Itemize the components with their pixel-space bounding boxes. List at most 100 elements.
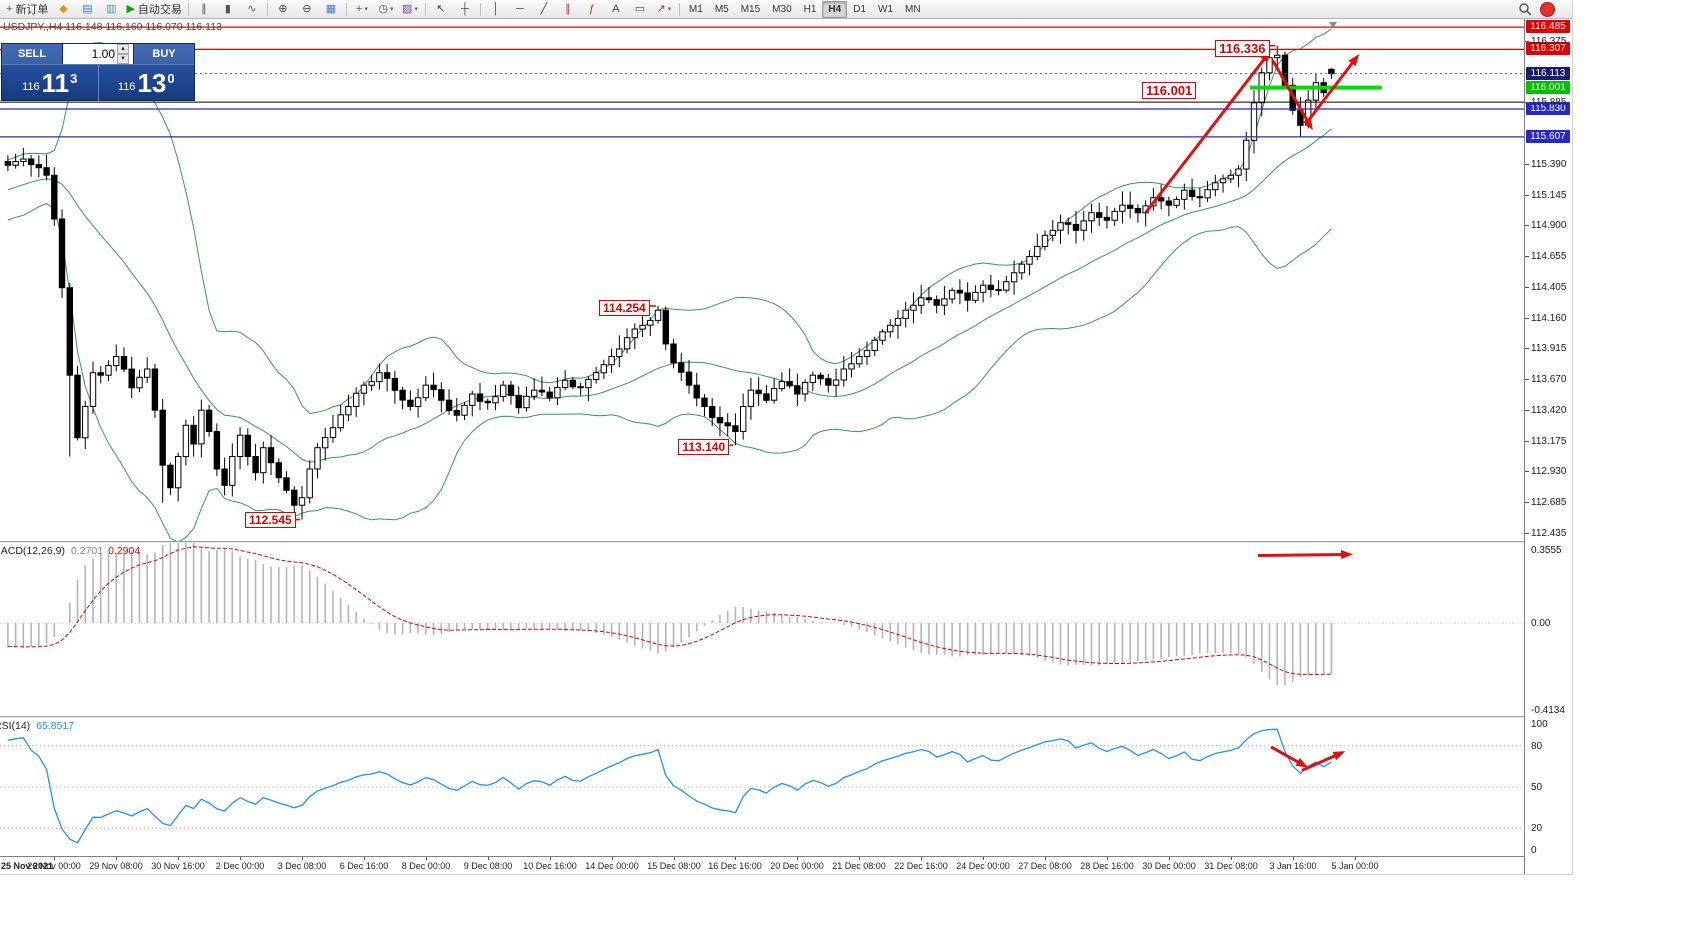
- price-axis[interactable]: 116.485 116.307 116.113 116.001 115.830 …: [1524, 19, 1572, 874]
- panel-splitter[interactable]: [0, 541, 1572, 543]
- buy-price-big: 13: [137, 68, 167, 98]
- price-tick: 113.175: [1531, 436, 1567, 447]
- tf-button-m15[interactable]: M15: [740, 3, 761, 15]
- price-chart-canvas[interactable]: [0, 19, 1524, 541]
- time-label: 29 Nov 08:00: [89, 861, 143, 871]
- vertical-line-button[interactable]: │: [484, 0, 508, 18]
- tf-button-h1[interactable]: H1: [803, 3, 817, 15]
- tf-button-m5[interactable]: M5: [714, 3, 729, 15]
- crosshair-button[interactable]: ┼: [453, 0, 477, 18]
- bollinger-bands: [7, 28, 1332, 541]
- time-tick-mark: [54, 857, 55, 860]
- tf-button-h4[interactable]: H4: [822, 0, 848, 18]
- sell-price-sup: 3: [70, 70, 78, 86]
- text-label-button[interactable]: ▭: [628, 0, 652, 18]
- indicators-button[interactable]: + ▾: [350, 0, 374, 18]
- zoom-in-button[interactable]: ⊕: [271, 0, 295, 18]
- bar-chart-button[interactable]: ∥: [192, 0, 216, 18]
- cursor-button[interactable]: ↖: [429, 0, 453, 18]
- trend-arrow[interactable]: [1270, 745, 1309, 768]
- trend-arrow[interactable]: [1305, 54, 1360, 124]
- trend-arrow[interactable]: [1301, 751, 1346, 772]
- bollinger-upper-line: [7, 28, 1332, 415]
- main-toolbar: + 新订单 ◆ ▤ ▥ ▶ 自动交易 ∥ ▮ ∿ ⊕ ⊖ ▦ + ▾ ◷ ▾ ▨ ▾ ↖ ┼ │ ─ ╱ ∥ ƒ A ▭ ↗ ▾ M1 M5 M…: [0, 0, 1572, 19]
- horizontal-line-icon: ─: [516, 2, 524, 15]
- price-annotation[interactable]: 112.545: [244, 511, 296, 528]
- data-window-button[interactable]: ▤: [75, 0, 99, 18]
- volume-down-icon[interactable]: ▼: [117, 54, 129, 64]
- time-label: 9 Dec 08:00: [463, 861, 513, 871]
- panel-splitter[interactable]: [0, 716, 1572, 718]
- horizontal-line-button[interactable]: ─: [508, 0, 532, 18]
- arrows-tool-button[interactable]: ↗ ▾: [652, 0, 676, 18]
- candlestick-button[interactable]: ▮: [216, 0, 240, 18]
- buy-button[interactable]: BUY: [134, 44, 194, 64]
- time-label: 28 Dec 16:00: [1080, 861, 1134, 871]
- periods-button[interactable]: ◷ ▾: [374, 0, 398, 18]
- price-annotation[interactable]: 116.001: [1142, 82, 1197, 100]
- sell-button[interactable]: SELL: [2, 44, 62, 64]
- price-annotation[interactable]: 114.254: [599, 300, 650, 316]
- trendline-button[interactable]: ╱: [532, 0, 556, 18]
- price-annotation[interactable]: 113.140: [678, 439, 730, 456]
- time-axis[interactable]: 25 Nov 2021 26 Nov 00:00 29 Nov 08:00 30 No…: [0, 856, 1572, 874]
- price-annotation[interactable]: 116.336: [1215, 40, 1270, 58]
- time-label: 30 Nov 16:00: [151, 861, 205, 871]
- time-label: 3 Jan 16:00: [1269, 861, 1317, 871]
- time-tick-mark: [674, 857, 675, 860]
- price-tick-mark: [1525, 102, 1529, 103]
- tf-button-m30[interactable]: M30: [772, 3, 792, 15]
- tf-button-w1[interactable]: W1: [878, 3, 894, 15]
- price-tick-mark: [1525, 164, 1529, 165]
- tile-windows-button[interactable]: ▦: [319, 0, 343, 18]
- buy-price-button[interactable]: 116 13 0: [97, 65, 195, 101]
- dropdown-arrow-icon[interactable]: ▾: [667, 6, 672, 13]
- green-support-segment[interactable]: [1250, 85, 1382, 90]
- price-tick-mark: [1525, 379, 1529, 380]
- dropdown-arrow-icon[interactable]: ▾: [389, 6, 394, 13]
- chart-title: USDJPY.,H4 116.148 116.160 116.070 116.1…: [3, 21, 222, 33]
- toolbar-separator: [424, 2, 426, 16]
- toolbar-separator: [345, 2, 347, 16]
- trend-arrow[interactable]: [1271, 59, 1313, 131]
- volume-input[interactable]: [63, 47, 117, 61]
- time-tick-mark: [797, 857, 798, 860]
- zoom-out-button[interactable]: ⊖: [295, 0, 319, 18]
- volume-stepper[interactable]: ▲ ▼: [117, 44, 129, 64]
- toolbar-separator: [479, 2, 481, 16]
- rsi-canvas[interactable]: [0, 718, 1524, 856]
- fibonacci-button[interactable]: ƒ: [580, 0, 604, 18]
- macd-canvas[interactable]: [0, 543, 1524, 716]
- navigator-button[interactable]: ▥: [99, 0, 123, 18]
- tf-button-m1[interactable]: M1: [688, 3, 703, 15]
- dropdown-arrow-icon[interactable]: ▾: [364, 6, 368, 13]
- rsi-indicator-panel[interactable]: [0, 718, 1524, 856]
- sell-price-button[interactable]: 116 11 3: [2, 65, 98, 101]
- templates-button[interactable]: ▨ ▾: [398, 0, 422, 18]
- time-tick-mark: [1169, 857, 1170, 860]
- candles-layer: [4, 45, 1335, 520]
- market-watch-button[interactable]: ◆: [51, 0, 75, 18]
- macd-indicator-panel[interactable]: [0, 543, 1524, 716]
- text-button[interactable]: A: [604, 0, 628, 18]
- time-tick-mark: [116, 857, 117, 860]
- volume-up-icon[interactable]: ▲: [117, 44, 129, 54]
- dropdown-arrow-icon[interactable]: ▾: [414, 6, 418, 13]
- channel-button[interactable]: ∥: [556, 0, 580, 18]
- price-tick-mark: [1525, 348, 1529, 349]
- line-chart-button[interactable]: ∿: [240, 0, 264, 18]
- price-tick-mark: [1525, 287, 1529, 288]
- notification-badge[interactable]: [1540, 1, 1555, 17]
- search-icon[interactable]: [1518, 2, 1532, 16]
- time-label: 24 Dec 00:00: [956, 861, 1010, 871]
- price-tick-mark: [1525, 502, 1529, 503]
- tf-button-mn[interactable]: MN: [905, 3, 921, 15]
- trend-arrow[interactable]: [1257, 550, 1354, 559]
- new-order-button[interactable]: + 新订单: [3, 0, 51, 18]
- trendline-icon: ╱: [540, 2, 548, 15]
- autotrading-button[interactable]: ▶ 自动交易: [123, 0, 184, 18]
- price-chart-panel[interactable]: 116.336 116.001 114.254 113.140 112.545: [0, 19, 1524, 541]
- macd-signal-line: [7, 546, 1332, 676]
- tf-button-d1[interactable]: D1: [853, 3, 867, 15]
- chart-shift-marker-icon[interactable]: [1329, 22, 1337, 28]
